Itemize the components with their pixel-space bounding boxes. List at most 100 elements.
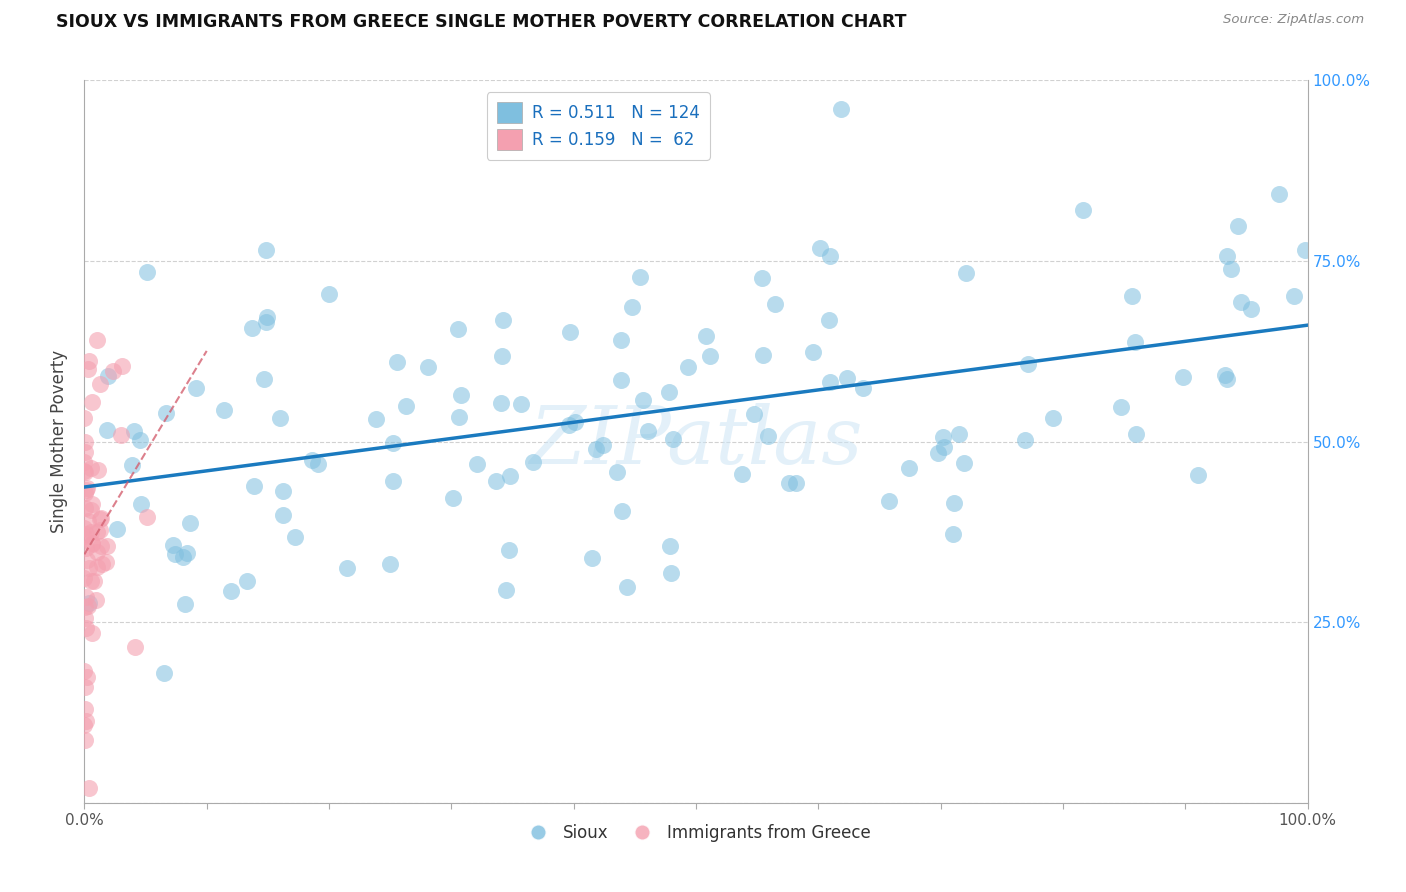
Point (418, 360, 440, 375)
Point (818, 313, 841, 327)
Point (73, 464, 96, 478)
Point (75, 541, 97, 556)
Point (852, 380, 875, 394)
Point (898, 460, 921, 475)
Point (301, 453, 323, 467)
Point (1042, 411, 1064, 425)
Point (176, 546, 198, 560)
Point (1109, 400, 1132, 414)
Point (77, 515, 100, 529)
Point (254, 315, 277, 329)
Point (522, 455, 544, 469)
Point (1125, 334, 1147, 349)
Point (86, 525, 108, 540)
Point (254, 244, 277, 258)
Point (86, 544, 108, 558)
Point (96, 539, 118, 553)
Point (381, 474, 404, 488)
Point (659, 566, 682, 580)
Point (1282, 289, 1305, 303)
Point (927, 446, 949, 460)
Point (153, 665, 176, 680)
Point (73, 485, 96, 500)
Point (73, 600, 96, 615)
Point (80, 461, 103, 475)
Y-axis label: Single Mother Poverty: Single Mother Poverty (51, 350, 69, 533)
Point (658, 385, 681, 400)
Point (510, 397, 533, 411)
Point (778, 475, 800, 490)
Point (184, 381, 207, 395)
Point (485, 474, 508, 488)
Point (751, 271, 773, 285)
Legend: Sioux, Immigrants from Greece: Sioux, Immigrants from Greece (515, 817, 877, 848)
Point (73, 521, 96, 535)
Point (75, 526, 97, 541)
Point (253, 372, 276, 386)
Point (449, 410, 471, 425)
Point (808, 241, 831, 255)
Point (1216, 372, 1239, 386)
Point (82, 625, 104, 640)
Point (581, 551, 603, 566)
Point (953, 456, 976, 470)
Point (742, 407, 765, 421)
Point (763, 297, 786, 311)
Point (82, 395, 104, 409)
Point (1215, 249, 1237, 263)
Point (75, 620, 97, 634)
Point (89, 377, 111, 392)
Point (155, 406, 177, 420)
Point (801, 344, 824, 359)
Text: ZIPatlas: ZIPatlas (529, 403, 863, 480)
Point (73, 434, 96, 449)
Point (77, 354, 100, 368)
Point (73, 701, 96, 715)
Point (80, 524, 103, 539)
Point (135, 265, 157, 279)
Point (662, 433, 685, 447)
Point (91, 558, 114, 572)
Point (336, 560, 359, 574)
Point (77, 361, 100, 376)
Point (948, 426, 970, 441)
Point (121, 458, 143, 472)
Point (82, 498, 104, 512)
Point (835, 370, 858, 384)
Point (129, 433, 152, 447)
Point (489, 396, 512, 410)
Point (80, 537, 103, 551)
Point (606, 466, 628, 480)
Point (818, 249, 841, 263)
Point (284, 530, 307, 544)
Point (124, 640, 146, 654)
Point (499, 468, 522, 483)
Point (378, 558, 401, 572)
Point (785, 476, 807, 491)
Point (75, 483, 97, 497)
Point (751, 348, 773, 362)
Point (631, 392, 654, 407)
Point (1220, 262, 1243, 277)
Point (76, 599, 98, 614)
Point (110, 428, 132, 442)
Point (73, 410, 96, 425)
Point (585, 442, 607, 457)
Point (77, 781, 100, 796)
Point (75, 714, 97, 728)
Point (136, 510, 159, 524)
Point (558, 418, 581, 433)
Point (931, 429, 953, 443)
Point (395, 399, 418, 413)
Point (1073, 202, 1095, 217)
Point (1017, 357, 1039, 371)
Point (79, 561, 101, 575)
Point (73, 570, 96, 584)
Point (695, 329, 717, 343)
Point (592, 438, 614, 452)
Point (820, 375, 842, 389)
Point (111, 359, 134, 373)
Point (620, 300, 643, 314)
Point (450, 388, 472, 402)
Point (382, 436, 405, 450)
